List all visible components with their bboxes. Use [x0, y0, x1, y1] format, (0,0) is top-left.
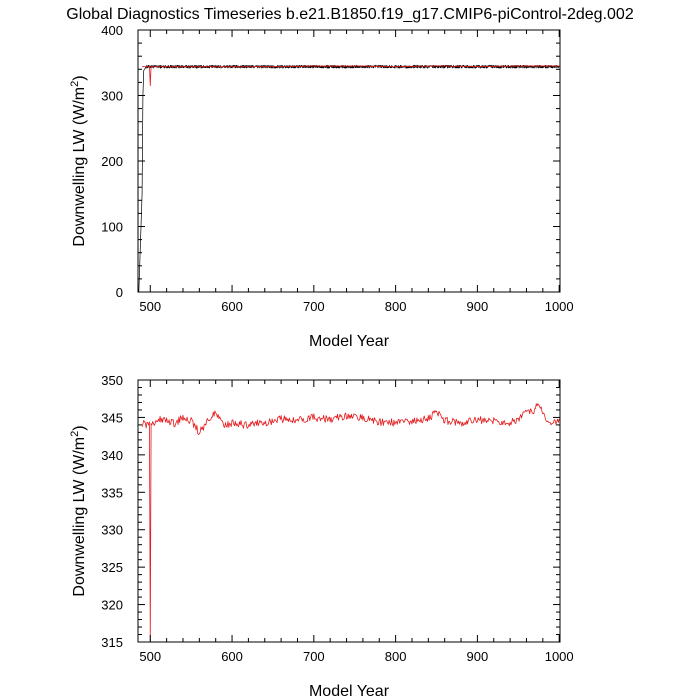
y-tick-label: 100: [101, 220, 123, 235]
bottom-panel: 500 600 700 800 900 1000 315 320 325 330 335 340 345…: [69, 373, 574, 700]
y-tick-label: 350: [101, 373, 123, 388]
top-y-axis-label: Downwelling LW (W/m2): [69, 75, 88, 246]
bottom-plot-frame: [137, 379, 561, 643]
series-line-monthly: [138, 64, 560, 292]
x-tick-label: 600: [221, 299, 243, 314]
x-tick-label: 1000: [545, 649, 574, 664]
y-tick-label: 325: [101, 560, 123, 575]
x-tick-label: 700: [303, 299, 325, 314]
bottom-y-axis-label: Downwelling LW (W/m2): [69, 425, 88, 596]
top-plot-frame: [137, 29, 561, 293]
x-tick-label: 600: [221, 649, 243, 664]
y-tick-label: 200: [101, 154, 123, 169]
top-panel: 500 600 700 800 900 1000 0 100 200 300 400 Model Y…: [69, 23, 574, 350]
top-ticks: 500 600 700 800 900 1000 0 100 200 300 400: [101, 23, 573, 314]
series-line-annual: [141, 403, 560, 642]
y-tick-label: 330: [101, 523, 123, 538]
bottom-ticks: 500 600 700 800 900 1000 315 320 325 330 335 340 345…: [101, 373, 573, 664]
y-tick-label: 345: [101, 410, 123, 425]
y-tick-label: 315: [101, 635, 123, 650]
y-tick-label: 0: [116, 285, 123, 300]
top-x-axis-label: Model Year: [309, 333, 390, 350]
x-tick-label: 800: [385, 299, 407, 314]
x-tick-label: 500: [139, 299, 161, 314]
x-tick-label: 1000: [545, 299, 574, 314]
x-tick-label: 800: [385, 649, 407, 664]
y-tick-label: 300: [101, 89, 123, 104]
y-tick-label: 320: [101, 598, 123, 613]
series-line-annual: [141, 65, 560, 87]
x-tick-label: 900: [467, 649, 489, 664]
y-tick-label: 400: [101, 23, 123, 38]
x-tick-label: 500: [139, 649, 161, 664]
x-tick-label: 700: [303, 649, 325, 664]
y-tick-label: 335: [101, 485, 123, 500]
y-tick-label: 340: [101, 448, 123, 463]
bottom-x-axis-label: Model Year: [309, 683, 390, 700]
chart-title: Global Diagnostics Timeseries b.e21.B185…: [66, 6, 634, 23]
x-tick-label: 900: [467, 299, 489, 314]
